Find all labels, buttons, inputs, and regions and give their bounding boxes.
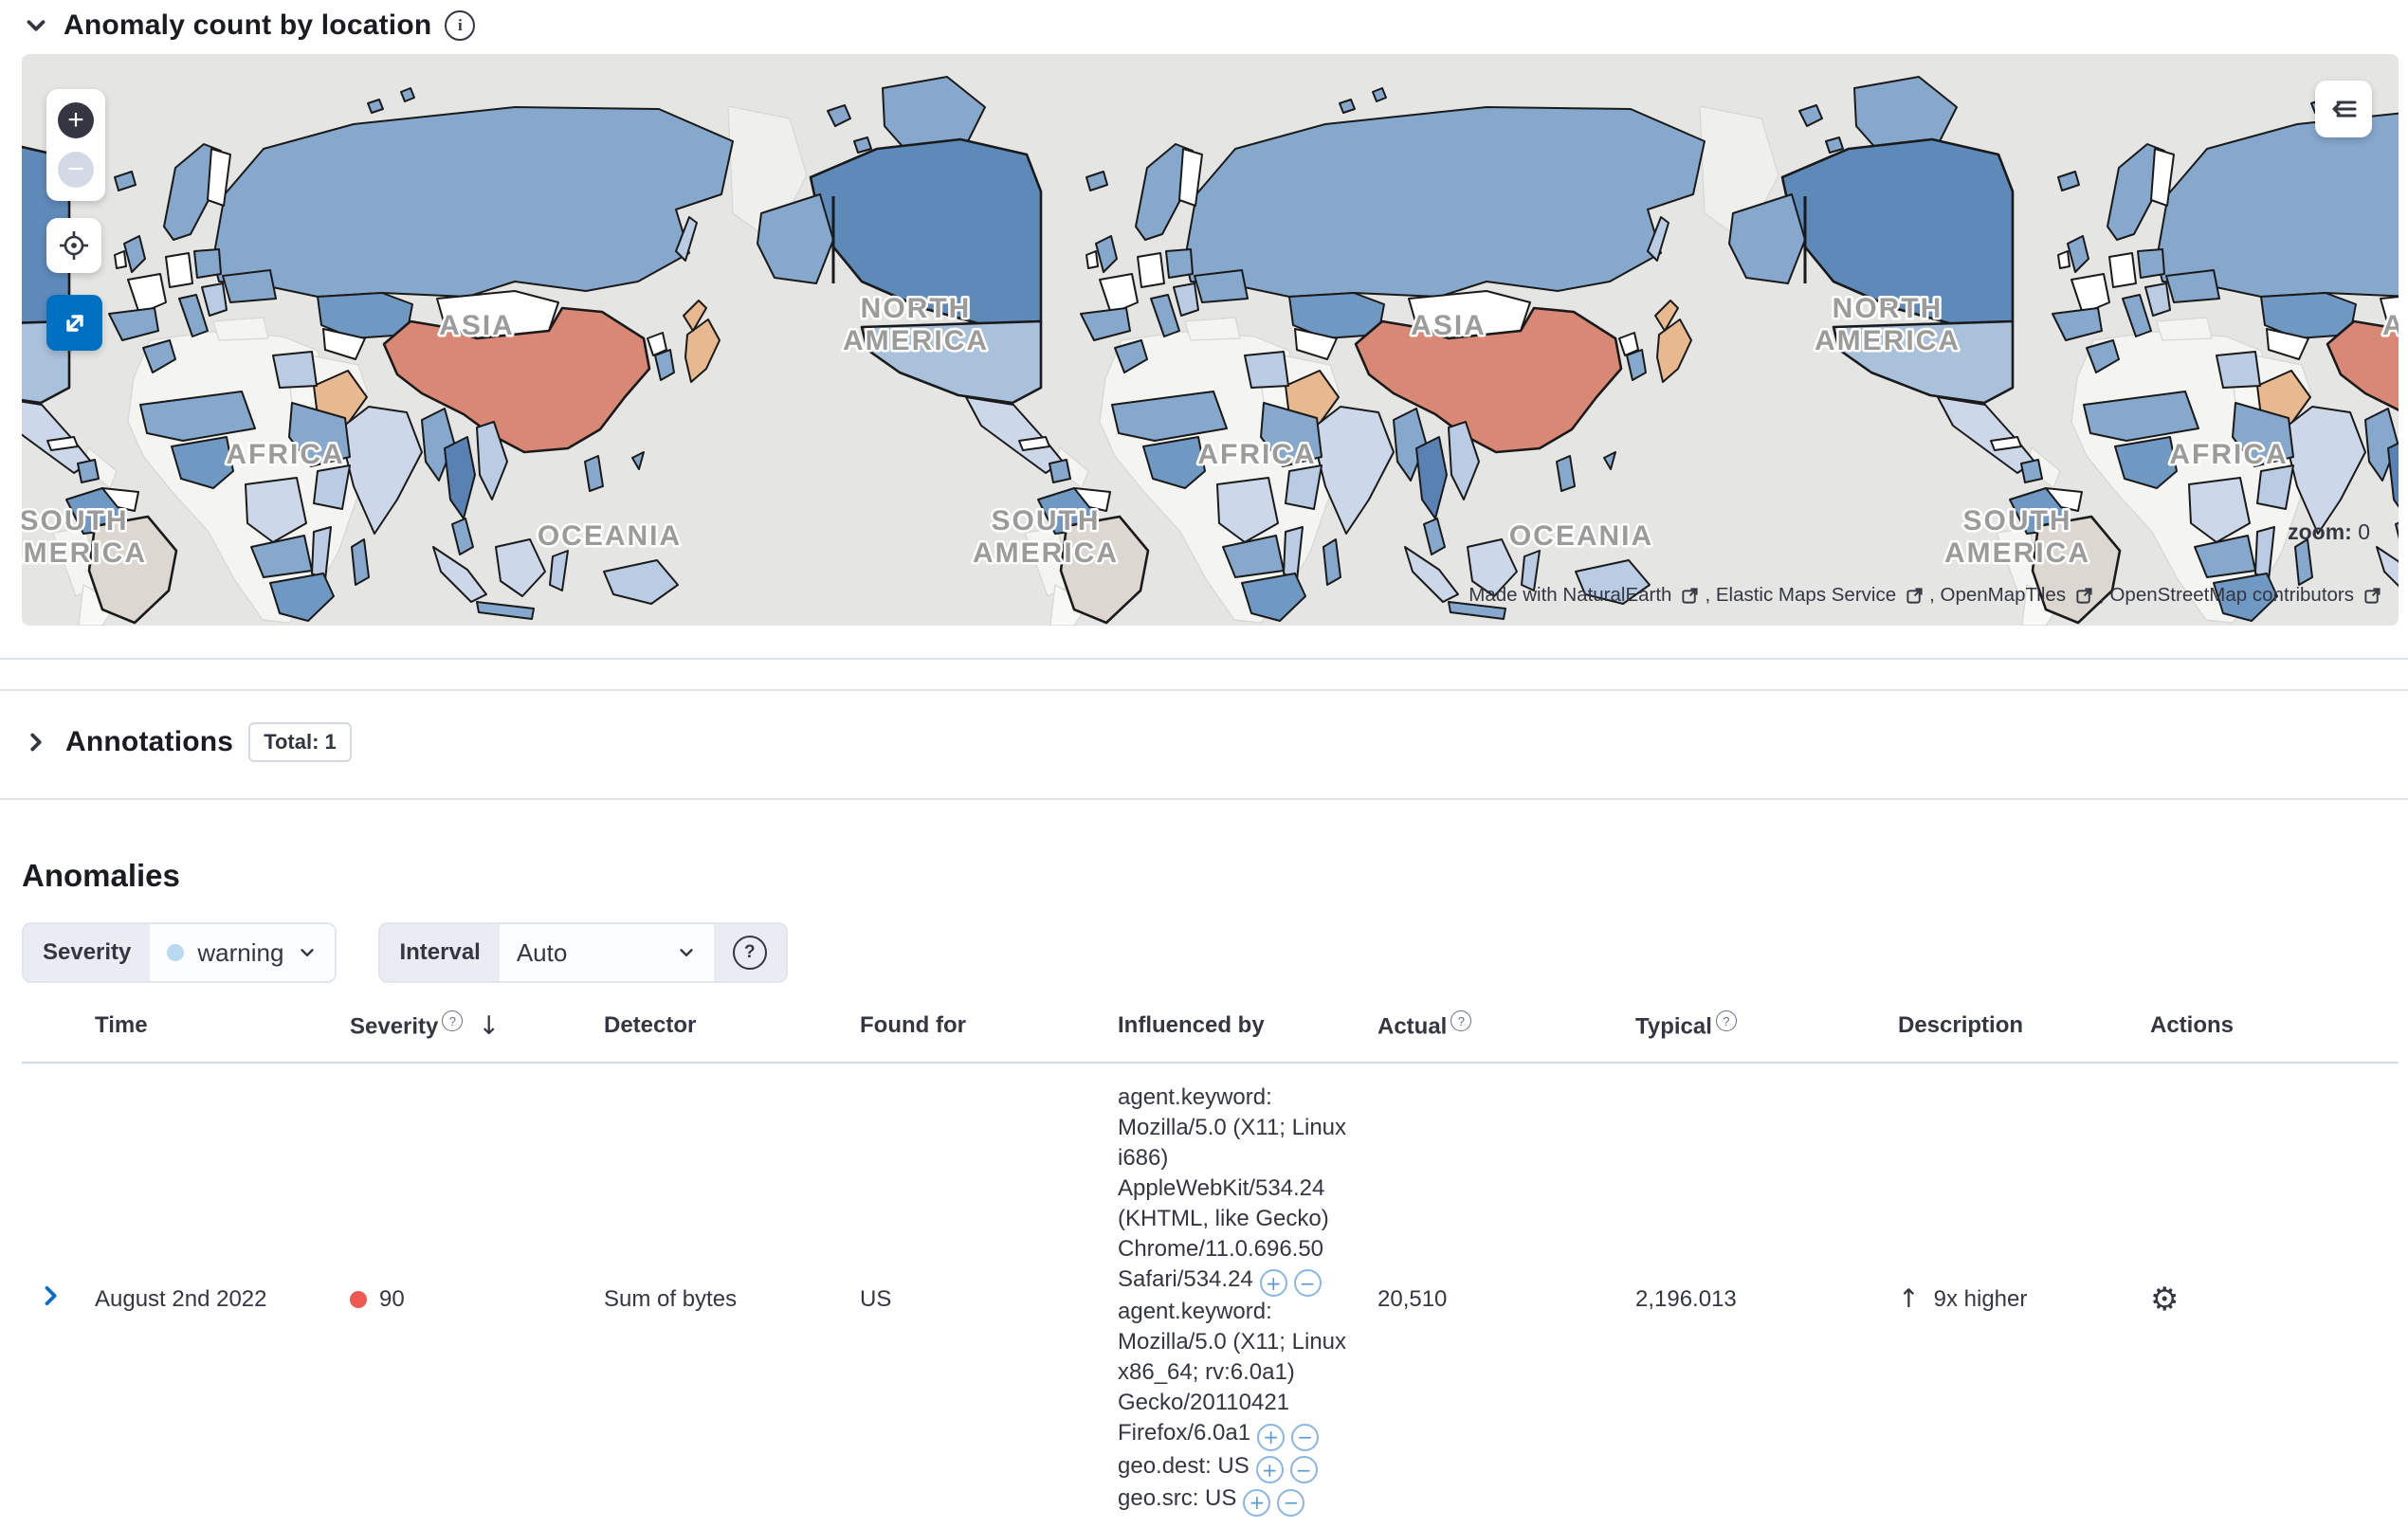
- filter-out-icon[interactable]: −: [1293, 1269, 1322, 1297]
- expand-row-icon[interactable]: [37, 1282, 64, 1309]
- annotations-title: Annotations: [65, 726, 234, 757]
- influencer-value: agent.keyword: Mozilla/5.0 (X11; Linux x…: [1118, 1299, 1347, 1446]
- attribution-link[interactable]: , Elastic Maps Service: [1705, 584, 1897, 606]
- filter-out-icon[interactable]: −: [1289, 1456, 1318, 1483]
- zoom-out-icon[interactable]: −: [58, 152, 94, 188]
- filter-in-icon[interactable]: +: [1259, 1269, 1287, 1297]
- divider: [0, 658, 2408, 660]
- header-found-for[interactable]: Found for: [853, 1001, 1111, 1064]
- severity-warning-dot: [167, 944, 185, 961]
- zoom-indicator: zoom: 0: [2288, 519, 2370, 545]
- interval-filter-select[interactable]: Auto: [499, 924, 714, 981]
- annotations-total-badge: Total: 1: [248, 722, 352, 762]
- expand-map-button[interactable]: [46, 295, 102, 351]
- header-detector[interactable]: Detector: [597, 1001, 853, 1064]
- divider: [0, 798, 2408, 800]
- severity-dot: [350, 1290, 367, 1308]
- filter-in-icon[interactable]: +: [1243, 1488, 1271, 1517]
- map-zoom-panel: + −: [46, 89, 105, 201]
- actions-cell: ⚙: [2143, 1063, 2399, 1528]
- actual-cell: 20,510: [1377, 1285, 1448, 1312]
- found-for-cell: US: [860, 1285, 892, 1312]
- chevron-down-icon: [680, 949, 693, 956]
- header-time[interactable]: Time: [88, 1001, 343, 1064]
- attribution-link[interactable]: Made with NaturalEarth: [1469, 584, 1672, 606]
- interval-help[interactable]: ?: [713, 924, 786, 981]
- filter-in-icon[interactable]: +: [1257, 1423, 1286, 1451]
- interval-filter-value: Auto: [516, 937, 568, 967]
- table-row: August 2nd 2022 90 Sum of bytes US agent…: [22, 1063, 2399, 1528]
- anomaly-map[interactable]: ASIA NORTH AMERICA AFRICA SOUTH AMERICA …: [22, 54, 2399, 626]
- zoom-in-icon[interactable]: +: [58, 102, 94, 138]
- attribution-link[interactable]: , OpenMapTiles: [1929, 584, 2067, 606]
- anomalies-filters: Severity warning Interval Auto ?: [22, 922, 788, 983]
- sort-desc-icon[interactable]: ↓: [478, 1010, 501, 1041]
- influencer-value: agent.keyword: Mozilla/5.0 (X11; Linux i…: [1118, 1083, 1347, 1292]
- map-attribution: Made with NaturalEarth , Elastic Maps Se…: [1469, 584, 2383, 607]
- typical-cell: 2,196.013: [1635, 1285, 1737, 1312]
- anomalies-title: Anomalies: [22, 858, 180, 893]
- expand-icon: [65, 314, 83, 332]
- header-expander: [22, 1001, 88, 1064]
- description-value: 9x higher: [1933, 1285, 2028, 1312]
- anomalies-table: Time Severity? ↓ Detector Found for Influ…: [22, 1001, 2399, 1528]
- question-icon[interactable]: ?: [1450, 1010, 1472, 1031]
- zoom-indicator-value: 0: [2358, 519, 2370, 544]
- legend-toggle-button[interactable]: [2315, 81, 2372, 137]
- header-influenced-by[interactable]: Influenced by: [1111, 1001, 1371, 1064]
- table-header-row: Time Severity? ↓ Detector Found for Influ…: [22, 1001, 2399, 1064]
- gear-icon[interactable]: ⚙: [2150, 1280, 2180, 1319]
- filter-out-icon[interactable]: −: [1277, 1488, 1305, 1517]
- map-section-title: Anomaly count by location: [64, 9, 432, 41]
- description-cell: ↑ 9x higher: [1891, 1063, 2143, 1528]
- filter-in-icon[interactable]: +: [1255, 1456, 1284, 1483]
- chevron-right-icon[interactable]: [22, 728, 50, 756]
- divider: [0, 689, 2408, 691]
- severity-value: 90: [379, 1285, 405, 1312]
- external-link-icon: [2076, 587, 2092, 604]
- locate-icon: [60, 231, 88, 260]
- header-severity[interactable]: Severity? ↓: [343, 1001, 597, 1064]
- header-actual[interactable]: Actual?: [1371, 1001, 1629, 1064]
- detector-cell: Sum of bytes: [604, 1285, 738, 1312]
- zoom-indicator-label: zoom:: [2288, 519, 2352, 544]
- influencer-value: geo.dest: US: [1118, 1452, 1250, 1479]
- legend-toggle-icon: [2332, 100, 2357, 118]
- interval-filter-label: Interval: [380, 924, 500, 981]
- severity-filter[interactable]: Severity warning: [22, 922, 337, 983]
- up-arrow-icon: ↑: [1898, 1284, 1920, 1314]
- influencer-value: geo.src: US: [1118, 1485, 1237, 1511]
- influenced-by-cell: agent.keyword: Mozilla/5.0 (X11; Linux i…: [1111, 1063, 1371, 1528]
- time-cell: August 2nd 2022: [95, 1285, 267, 1312]
- interval-filter[interactable]: Interval Auto ?: [378, 922, 788, 983]
- help-icon: ?: [732, 936, 767, 970]
- info-icon[interactable]: i: [445, 10, 476, 41]
- chevron-down-icon: [301, 949, 315, 956]
- severity-cell: 90: [343, 1063, 597, 1528]
- severity-filter-value: warning: [197, 937, 284, 967]
- header-typical[interactable]: Typical?: [1629, 1001, 1891, 1064]
- attribution-link[interactable]: , OpenStreetMap contributors: [2099, 584, 2354, 606]
- filter-out-icon[interactable]: −: [1291, 1423, 1320, 1451]
- external-link-icon: [1906, 587, 1923, 604]
- question-icon[interactable]: ?: [1715, 1010, 1737, 1031]
- annotations-header[interactable]: Annotations Total: 1: [22, 722, 352, 762]
- world-choropleth: ASIA NORTH AMERICA AFRICA SOUTH AMERICA …: [22, 54, 2399, 626]
- fit-to-data-button[interactable]: [46, 218, 101, 273]
- severity-filter-select[interactable]: warning: [150, 924, 336, 981]
- header-description[interactable]: Description: [1891, 1001, 2143, 1064]
- external-link-icon: [2364, 587, 2381, 604]
- map-section-header: Anomaly count by location i: [22, 9, 476, 42]
- row-expander-cell: [22, 1063, 88, 1528]
- severity-filter-label: Severity: [24, 924, 151, 981]
- external-link-icon: [1682, 587, 1699, 604]
- question-icon[interactable]: ?: [442, 1010, 464, 1031]
- chevron-down-icon[interactable]: [22, 11, 50, 40]
- header-actions: Actions: [2143, 1001, 2399, 1064]
